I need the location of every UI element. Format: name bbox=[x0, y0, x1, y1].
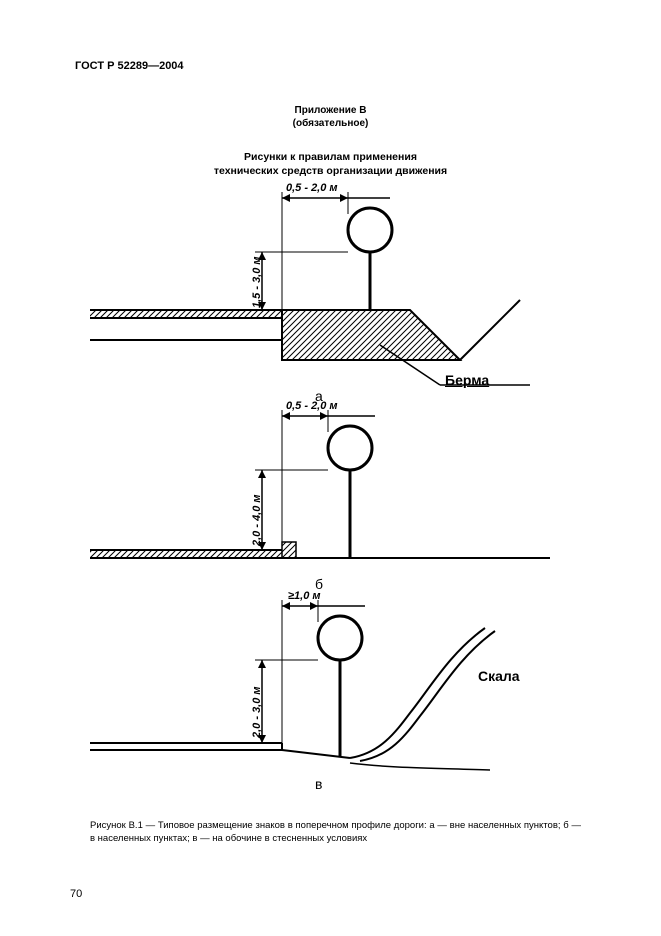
fig-b-vdim: 2,0 - 4,0 м bbox=[251, 494, 263, 546]
figure-a-svg bbox=[90, 190, 570, 410]
fig-b-hdim: 0,5 - 2,0 м bbox=[286, 400, 338, 412]
section-title-line2: технических средств организации движения bbox=[0, 164, 661, 178]
figure-b: 0,5 - 2,0 м 2,0 - 4,0 м б bbox=[90, 408, 570, 608]
appendix-block: Приложение В (обязательное) bbox=[0, 104, 661, 130]
section-title-line1: Рисунки к правилам применения bbox=[0, 150, 661, 164]
section-title: Рисунки к правилам применения технически… bbox=[0, 150, 661, 178]
fig-a-berma-label: Берма bbox=[445, 372, 489, 388]
figure-c: ≥1,0 м 2,0 - 3,0 м Скала в bbox=[90, 598, 570, 803]
fig-a-vdim: 1,5 - 3,0 м bbox=[251, 256, 263, 308]
fig-c-rock-label: Скала bbox=[478, 668, 520, 684]
appendix-line2: (обязательное) bbox=[0, 117, 661, 130]
standard-header: ГОСТ Р 52289—2004 bbox=[75, 60, 184, 72]
fig-a-hdim: 0,5 - 2,0 м bbox=[286, 182, 338, 194]
figure-c-svg bbox=[90, 598, 570, 803]
figure-a: 0,5 - 2,0 м 1,5 - 3,0 м Берма а bbox=[90, 190, 570, 410]
appendix-line1: Приложение В bbox=[0, 104, 661, 117]
fig-c-sublabel: в bbox=[315, 776, 322, 792]
page: ГОСТ Р 52289—2004 Приложение В (обязател… bbox=[0, 0, 661, 936]
diagram-zone: 0,5 - 2,0 м 1,5 - 3,0 м Берма а bbox=[90, 190, 570, 810]
figure-caption: Рисунок В.1 — Типовое размещение знаков … bbox=[90, 820, 581, 846]
figure-b-svg bbox=[90, 408, 570, 608]
fig-c-hdim: ≥1,0 м bbox=[288, 590, 321, 602]
fig-c-vdim: 2,0 - 3,0 м bbox=[251, 686, 263, 738]
page-number: 70 bbox=[70, 888, 82, 900]
